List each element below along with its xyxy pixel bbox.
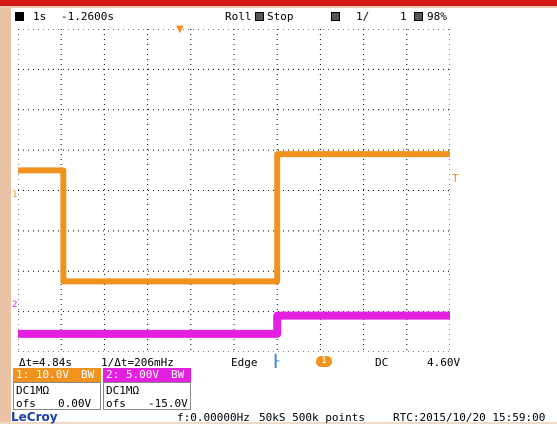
- ch1-bw-label: BW: [81, 368, 95, 381]
- mode-label[interactable]: Roll: [225, 10, 252, 23]
- ch1-marker: 1: [12, 190, 18, 200]
- ch1-scale: 1: 10.0V: [16, 368, 69, 381]
- sample-rate: f:0.00000Hz: [177, 411, 250, 424]
- ch2-ofs-value: -15.0V: [148, 397, 188, 410]
- ch1-waveform: [18, 151, 450, 285]
- inv-delta-t-readout: 1/Δt=206mHz: [101, 356, 174, 369]
- acq-total: 1: [400, 10, 407, 23]
- ch1-ofs-label: ofs: [16, 397, 36, 410]
- ch1-ofs-value: 0.00V: [58, 397, 92, 410]
- ch2-ofs-label: ofs: [106, 397, 126, 410]
- stop-square-icon[interactable]: [255, 8, 264, 26]
- grid-lines: [18, 29, 450, 352]
- waveform-grid[interactable]: [18, 29, 450, 352]
- brand-logo: LeCroy: [11, 410, 58, 424]
- battery-label: 98%: [427, 10, 447, 23]
- ch2-waveform: [18, 311, 450, 338]
- ch1-header[interactable]: 1: 10.0V BW: [13, 368, 101, 382]
- delta-t-readout: Δt=4.84s: [19, 356, 72, 369]
- trigger-level-marker: T: [452, 172, 459, 185]
- trigger-level[interactable]: 4.60V: [427, 356, 461, 369]
- ch2-coupling: DC1MΩ: [106, 384, 140, 397]
- ch1-coupling: DC1MΩ: [16, 384, 50, 397]
- rtc-readout: RTC:2015/10/20 15:59:00: [393, 411, 546, 424]
- trigger-type[interactable]: Edge: [231, 356, 258, 369]
- trigger-source-badge[interactable]: 1: [316, 356, 332, 367]
- acq-count: 1/: [356, 10, 370, 23]
- ch2-settings[interactable]: DC1MΩ ofs -15.0V: [103, 382, 191, 410]
- left-sidebar: [0, 8, 11, 422]
- scope-screen: [11, 8, 557, 422]
- top-red-bar: [0, 0, 557, 6]
- ch2-bw-label: BW: [171, 368, 185, 381]
- delay-label[interactable]: -1.2600s: [61, 10, 114, 23]
- info-panel: Δt=4.84s 1/Δt=206mHz Edge ┠ 1 DC 4.60V 1…: [11, 352, 557, 424]
- ch2-marker: 2: [12, 300, 18, 310]
- trigger-delay-marker: ▼: [176, 24, 184, 35]
- state-label[interactable]: Stop: [267, 10, 294, 23]
- memory-readout: 50kS 500k points: [259, 411, 365, 424]
- ch2-scale: 2: 5.00V: [106, 368, 159, 381]
- battery-icon: [414, 8, 423, 26]
- status-bar: 1s -1.2600s Roll Stop 1/ 1 98%: [11, 8, 557, 26]
- memory-icon[interactable]: [331, 8, 340, 26]
- trigger-slope-icon[interactable]: ┠: [272, 354, 280, 368]
- trigger-coupling[interactable]: DC: [375, 356, 389, 369]
- ch2-header[interactable]: 2: 5.00V BW: [103, 368, 191, 382]
- timebase-label[interactable]: 1s: [33, 10, 47, 23]
- ch1-settings[interactable]: DC1MΩ ofs 0.00V: [13, 382, 101, 410]
- menu-icon[interactable]: [15, 8, 26, 26]
